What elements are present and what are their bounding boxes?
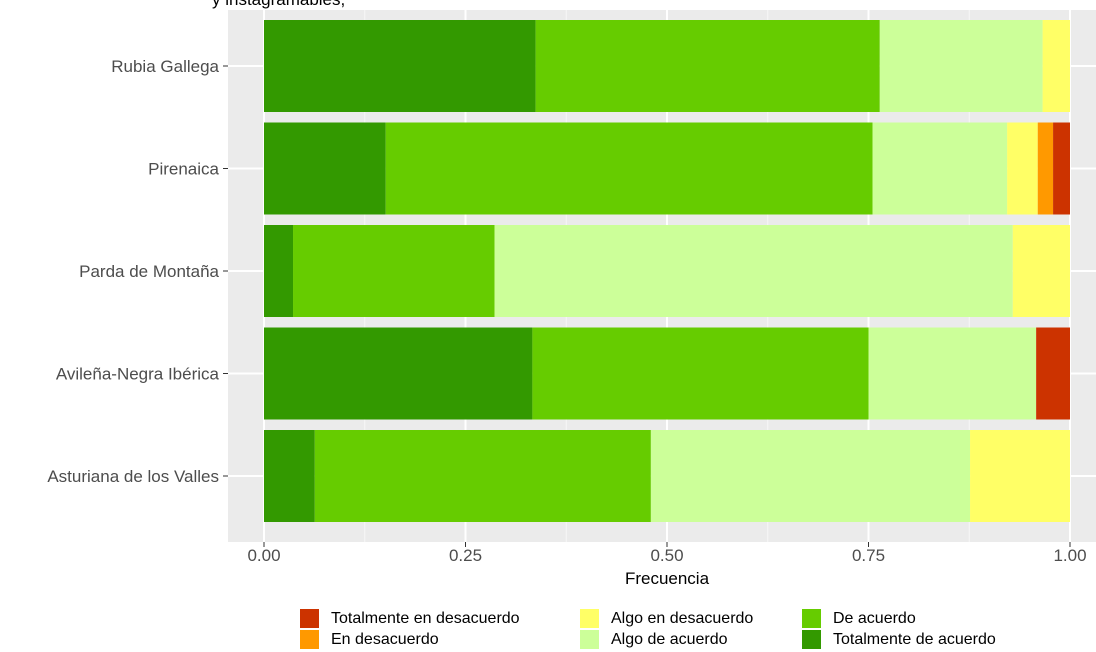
legend-swatch [580,630,599,649]
legend-label: Totalmente de acuerdo [833,630,996,648]
bar-segment [872,122,1008,215]
legend-label: Algo en desacuerdo [611,609,754,627]
y-tick-label: Pirenaica [148,160,219,179]
bar-segment [1012,225,1070,317]
x-tick-label: 0.00 [247,546,280,565]
y-tick-label: Rubia Gallega [111,57,219,76]
legend-swatch [300,630,319,649]
x-tick-label: 0.75 [852,546,885,565]
bars-group [264,20,1070,522]
legend-label: De acuerdo [833,609,916,627]
bar-segment [264,430,315,522]
bar-segment [879,20,1043,112]
y-tick-label: Asturiana de los Valles [47,467,219,486]
bar-segment [1007,122,1038,215]
legend-item: Totalmente de acuerdo [802,630,1022,649]
bar-segment [970,430,1070,522]
legend-label: Totalmente en desacuerdo [331,609,520,627]
bar-segment [1036,327,1070,420]
bar-segment [535,20,880,112]
legend-swatch [300,609,319,628]
chart-title-fragment: y instagramables, [212,0,345,10]
bar-segment [494,225,1013,317]
legend-item: Totalmente en desacuerdo [300,609,580,628]
x-tick-label: 0.25 [449,546,482,565]
bar-segment [264,20,536,112]
y-tick-label: Avileña-Negra Ibérica [56,365,220,384]
legend-label: En desacuerdo [331,630,439,648]
bar-segment [650,430,971,522]
legend-item: Algo en desacuerdo [580,609,802,628]
bar-segment [1037,122,1054,215]
bar-segment [264,225,294,317]
legend-item: Algo de acuerdo [580,630,802,649]
x-axis-title: Frecuencia [625,569,710,588]
bar-segment [868,327,1037,420]
legend-swatch [580,609,599,628]
legend-swatch [802,630,821,649]
y-axis: Rubia Gallega Pirenaica Parda de Montaña Av… [47,57,228,486]
legend-label: Algo de acuerdo [611,630,728,648]
bar-segment [264,122,386,215]
legend-swatch [802,609,821,628]
bar-segment [314,430,651,522]
bar-segment [532,327,869,420]
x-tick-label: 1.00 [1053,546,1086,565]
bar-segment [264,327,533,420]
bar-segment [293,225,495,317]
bar-segment [385,122,873,215]
y-tick-label: Parda de Montaña [79,262,219,281]
bar-segment [1053,122,1070,215]
legend-item: De acuerdo [802,609,1022,628]
legend: Totalmente en desacuerdo Algo en desacuer… [300,609,1022,649]
x-axis: 0.00 0.25 0.50 0.75 1.00 [247,542,1087,565]
bar-segment [1042,20,1070,112]
legend-item: En desacuerdo [300,630,580,649]
x-tick-label: 0.50 [650,546,683,565]
